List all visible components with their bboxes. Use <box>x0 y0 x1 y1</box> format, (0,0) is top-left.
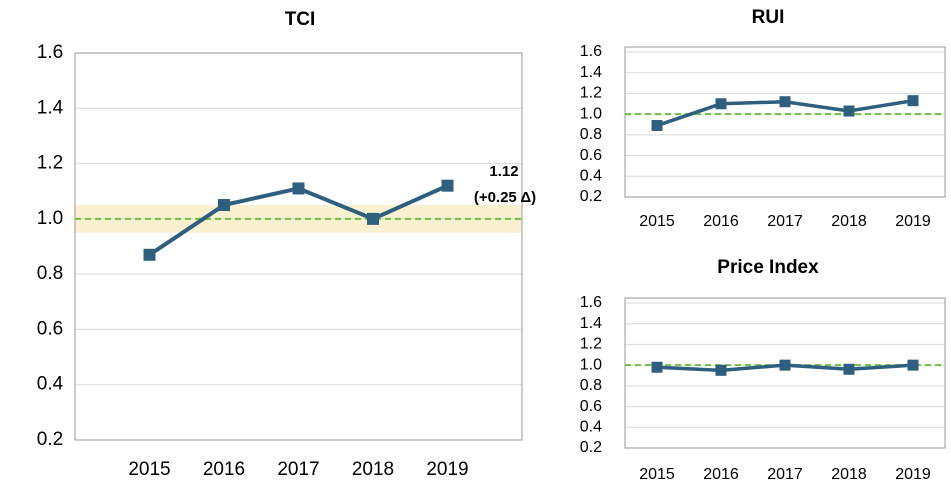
y-tick-label: 0.6 <box>37 318 63 339</box>
x-tick-label: 2015 <box>639 213 675 230</box>
y-tick-label: 1.4 <box>37 97 64 118</box>
marker <box>907 95 919 107</box>
marker <box>441 179 454 192</box>
y-tick-label: 0.4 <box>37 374 64 395</box>
x-tick-label: 2019 <box>895 213 931 230</box>
marker <box>715 364 727 376</box>
x-tick-label: 2015 <box>639 466 675 483</box>
x-tick-label: 2018 <box>831 466 867 483</box>
x-tick-label: 2018 <box>352 459 394 480</box>
x-tick-label: 2016 <box>703 213 739 230</box>
marker <box>143 248 156 261</box>
y-tick-label: 0.4 <box>580 419 602 436</box>
x-tick-label: 2015 <box>128 459 170 480</box>
plot-frame <box>74 52 523 441</box>
marker <box>907 359 919 371</box>
y-tick-label: 1.2 <box>37 153 63 174</box>
y-tick-label: 1.0 <box>580 105 602 122</box>
marker <box>779 96 791 108</box>
y-tick-label: 1.6 <box>580 294 602 311</box>
y-tick-label: 1.2 <box>580 336 602 353</box>
x-tick-label: 2016 <box>203 459 245 480</box>
y-tick-label: 1.6 <box>580 43 602 60</box>
marker <box>715 98 727 110</box>
y-tick-label: 1.0 <box>37 208 63 229</box>
chart-title: Price Index <box>717 257 819 278</box>
x-tick-label: 2017 <box>767 213 803 230</box>
marker <box>651 361 663 373</box>
marker <box>651 120 663 132</box>
x-tick-label: 2017 <box>767 466 803 483</box>
y-tick-label: 0.2 <box>580 439 602 456</box>
x-tick-label: 2017 <box>277 459 319 480</box>
y-tick-label: 0.8 <box>580 126 602 143</box>
marker <box>367 212 379 225</box>
y-tick-label: 0.8 <box>37 263 63 284</box>
marker <box>843 363 855 375</box>
annotation: (+0.25 Δ) <box>474 189 536 206</box>
chart-title: TCI <box>285 9 316 30</box>
y-tick-label: 1.0 <box>580 356 602 373</box>
y-tick-label: 1.4 <box>580 64 602 81</box>
y-tick-label: 1.2 <box>580 85 602 102</box>
marker <box>292 182 305 195</box>
plot-frame <box>624 46 946 198</box>
x-tick-label: 2018 <box>831 213 867 230</box>
plot-frame <box>624 297 946 449</box>
x-tick-label: 2019 <box>426 459 468 480</box>
y-tick-label: 1.4 <box>580 315 602 332</box>
y-tick-label: 0.2 <box>580 188 602 205</box>
x-tick-label: 2019 <box>895 466 931 483</box>
y-tick-label: 0.6 <box>580 147 602 164</box>
y-tick-label: 0.4 <box>580 168 602 185</box>
marker <box>843 105 855 117</box>
y-tick-label: 0.6 <box>580 398 602 415</box>
marker <box>779 359 791 371</box>
annotation: 1.12 <box>489 163 518 180</box>
y-tick-label: 0.8 <box>580 377 602 394</box>
y-tick-label: 1.6 <box>37 42 63 63</box>
x-tick-label: 2016 <box>703 466 739 483</box>
y-tick-label: 0.2 <box>37 429 63 450</box>
chart-title: RUI <box>752 7 785 28</box>
marker <box>218 199 230 212</box>
